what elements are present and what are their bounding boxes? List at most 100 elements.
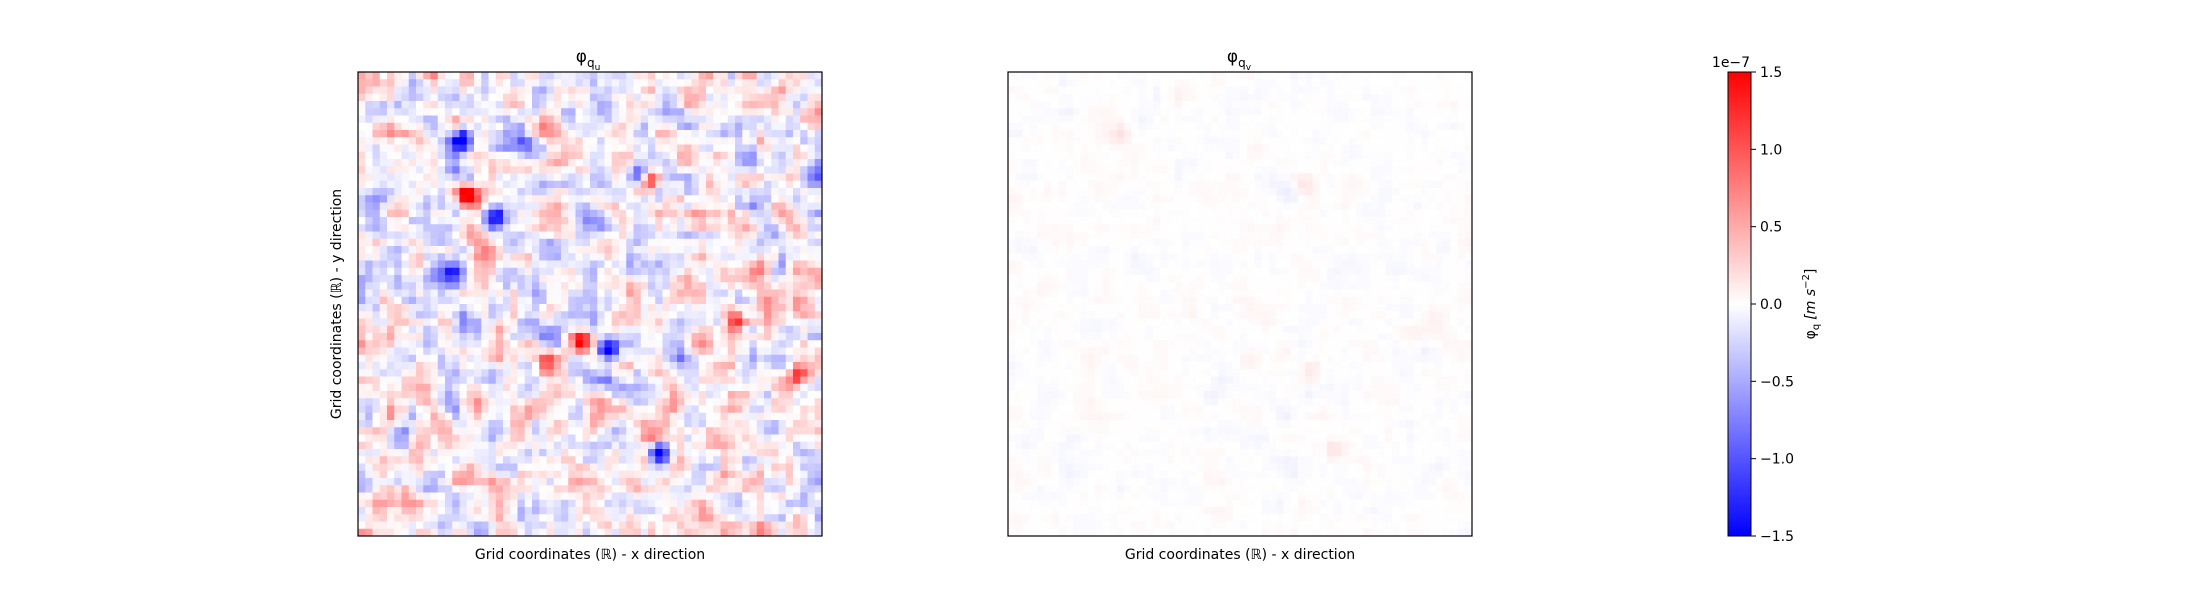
heatmap-cell (372, 173, 381, 182)
heatmap-cell (648, 144, 656, 153)
heatmap-cell (430, 412, 439, 421)
heatmap-cell (452, 238, 460, 247)
heatmap-cell (459, 108, 468, 116)
heatmap-cell (1189, 166, 1197, 174)
heatmap-cell (358, 224, 366, 232)
heatmap-cell (445, 173, 453, 182)
heatmap-cell (510, 514, 518, 522)
heatmap-cell (735, 137, 743, 145)
heatmap-cell (474, 304, 482, 312)
heatmap-cell (597, 405, 605, 414)
heatmap-cell (503, 86, 511, 95)
heatmap-cell (1116, 137, 1125, 145)
heatmap-cell (771, 362, 779, 370)
heatmap-cell (568, 434, 576, 443)
heatmap-cell (495, 275, 504, 283)
heatmap-cell (1327, 101, 1335, 109)
heatmap-cell (706, 311, 714, 319)
heatmap-cell (561, 420, 569, 428)
heatmap-cell (408, 499, 417, 508)
heatmap-cell (561, 304, 569, 312)
heatmap-cell (561, 180, 569, 189)
heatmap-cell (1087, 115, 1096, 124)
heatmap-cell (1145, 130, 1154, 138)
heatmap-cell (379, 434, 388, 443)
heatmap-cell (1305, 166, 1313, 174)
heatmap-cell (408, 521, 417, 530)
heatmap-cell (756, 275, 765, 283)
heatmap-cell (626, 340, 634, 348)
heatmap-cell (1283, 159, 1292, 167)
heatmap-cell (561, 151, 569, 160)
heatmap-cell (582, 282, 591, 290)
heatmap-cell (459, 86, 468, 95)
heatmap-cell (387, 420, 395, 428)
heatmap-cell (401, 115, 410, 124)
heatmap-cell (807, 101, 816, 109)
heatmap-cell (1225, 166, 1234, 174)
heatmap-cell (640, 383, 649, 392)
heatmap-cell (619, 412, 627, 421)
heatmap-cell (633, 282, 642, 290)
heatmap-cell (524, 79, 533, 87)
heatmap-cell (416, 420, 424, 428)
heatmap-cell (437, 369, 446, 377)
heatmap-cell (771, 369, 779, 377)
heatmap-cell (582, 340, 591, 348)
heatmap-cell (1022, 166, 1031, 174)
heatmap-cell (445, 362, 453, 370)
heatmap-cell (669, 311, 678, 319)
heatmap-cell (532, 188, 540, 196)
heatmap-cell (814, 347, 823, 356)
heatmap-cell (430, 289, 439, 298)
heatmap-cell (1261, 93, 1270, 102)
heatmap-cell (626, 434, 634, 443)
heatmap-cell (582, 333, 591, 341)
heatmap-cell (735, 130, 743, 138)
heatmap-cell (445, 246, 453, 254)
heatmap-cell (532, 304, 540, 312)
heatmap-cell (771, 325, 779, 334)
heatmap-cell (648, 325, 656, 334)
heatmap-cell (691, 521, 700, 530)
heatmap-cell (1385, 144, 1393, 153)
heatmap-cell (488, 333, 497, 341)
heatmap-cell (597, 267, 605, 276)
heatmap-cell (604, 137, 613, 145)
heatmap-cell (1247, 79, 1255, 87)
heatmap-cell (655, 383, 663, 392)
heatmap-cell (1327, 93, 1335, 102)
heatmap-cell (387, 180, 395, 189)
heatmap-cell (626, 463, 634, 472)
heatmap-cell (648, 412, 656, 421)
heatmap-cell (1022, 151, 1031, 160)
heatmap-cell (1363, 122, 1371, 131)
heatmap-cell (387, 195, 395, 203)
heatmap-cell (778, 311, 787, 319)
heatmap-cell (807, 202, 816, 211)
heatmap-cell (1254, 159, 1263, 167)
heatmap-cell (1102, 101, 1110, 109)
heatmap-cell (372, 195, 381, 203)
heatmap-cell (691, 333, 700, 341)
heatmap-cell (553, 514, 562, 522)
heatmap-cell (568, 253, 576, 261)
heatmap-cell (437, 478, 446, 486)
heatmap-cell (778, 463, 787, 472)
heatmap-cell (401, 275, 410, 283)
heatmap-cell (764, 144, 772, 153)
heatmap-cell (800, 289, 808, 298)
heatmap-cell (640, 499, 649, 508)
heatmap-cell (365, 275, 373, 283)
heatmap-cell (720, 449, 729, 457)
heatmap-cell (503, 528, 511, 537)
heatmap-cell (503, 347, 511, 356)
heatmap-cell (1225, 108, 1234, 116)
heatmap-cell (814, 202, 823, 211)
heatmap-cell (387, 354, 395, 363)
heatmap-cell (597, 195, 605, 203)
heatmap-cell (358, 398, 366, 406)
heatmap-cell (604, 398, 613, 406)
heatmap-cell (437, 188, 446, 196)
heatmap-cell (764, 325, 772, 334)
